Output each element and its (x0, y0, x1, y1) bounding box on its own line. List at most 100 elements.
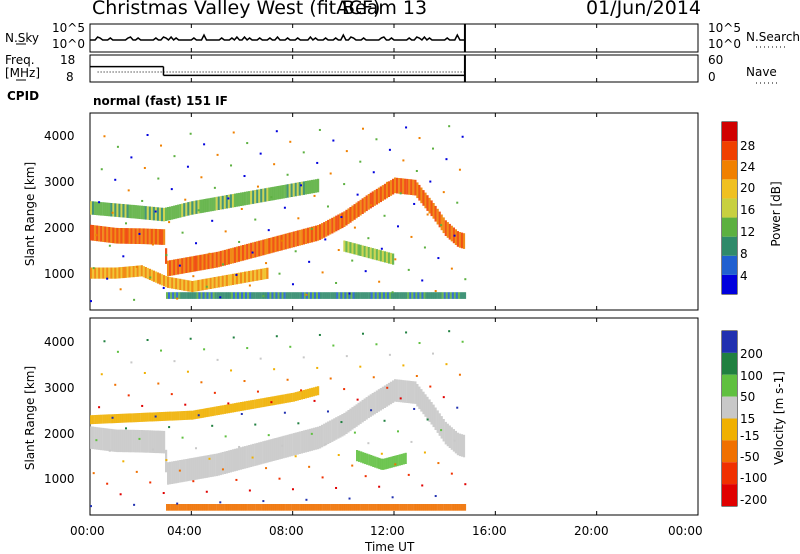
power-band-lower-24 (96, 267, 99, 279)
nsky-tick-bottom: 10^0 (52, 37, 85, 51)
power-band-main-1080 (363, 196, 366, 213)
velocity-colorbar-swatch-1 (722, 352, 737, 375)
velocity-band-ground-1148 (380, 504, 383, 511)
velocity-scatter-52 (230, 369, 233, 372)
station-title: Christmas Valley West (fitACF) (92, 0, 381, 19)
velocity-band-main-696 (266, 440, 269, 463)
velocity-scatter-38 (192, 480, 195, 483)
velocity-scatter-92 (337, 454, 340, 457)
velocity-scatter-35 (184, 403, 187, 406)
velocity-scatter-102 (364, 475, 367, 478)
velocity-band-main-1040 (353, 405, 356, 429)
velocity-band-main-528 (223, 451, 226, 474)
nsearch-label: N.Search (746, 30, 800, 44)
power-scatter-71 (281, 239, 284, 242)
velocity-band-ground-620 (247, 504, 250, 511)
power-scatter-72 (283, 206, 286, 209)
velocity-band-green-1226 (400, 453, 403, 466)
velocity-band-main-240 (150, 430, 153, 453)
power-band-upper-208 (142, 205, 145, 220)
power-band-upper-800 (292, 183, 295, 197)
power-band-lower-664 (258, 269, 261, 281)
power-band-ground-700 (267, 292, 270, 299)
velocity-band-ground-468 (208, 504, 211, 511)
velocity-band-ground-500 (216, 504, 219, 511)
power-band-main-1200 (394, 177, 397, 194)
power-scatter-52 (230, 164, 233, 167)
power-band-main-920 (323, 222, 326, 238)
velocity-band-ground-804 (293, 504, 296, 511)
power-band-mid-1000 (343, 240, 346, 252)
velocity-band-main-168 (132, 429, 135, 453)
power-band-ground-652 (255, 292, 258, 299)
velocity-band-main-496 (215, 453, 218, 477)
velocity-band-main-608 (244, 446, 247, 469)
power-band-main-128 (122, 228, 125, 244)
velocity-band-main-512 (219, 452, 222, 476)
power-band-ground-1116 (372, 292, 375, 299)
power-scatter-33 (178, 264, 181, 267)
velocity-band-ground-644 (253, 504, 256, 511)
velocity-band-ground-876 (311, 504, 315, 511)
velocity-scatter-87 (324, 443, 327, 446)
power-band-mid-1104 (369, 247, 372, 259)
power-band-ground-1100 (368, 292, 371, 299)
power-band-upper-856 (306, 180, 310, 195)
power-band-main-1088 (365, 195, 368, 212)
velocity-band-green-1186 (390, 456, 393, 468)
power-band-ground-1444 (455, 292, 458, 299)
power-band-main-800 (292, 231, 295, 248)
velocity-band-main-1120 (373, 391, 376, 415)
power-band-ground-788 (289, 292, 292, 299)
velocity-scatter-117 (405, 331, 408, 334)
power-band-main-1408 (446, 222, 449, 238)
power-band-upper-120 (120, 203, 123, 218)
power-band-main-912 (321, 223, 324, 239)
velocity-band-ground-676 (261, 504, 264, 511)
velocity-scatter-40 (197, 414, 200, 417)
power-band-upper-360 (181, 203, 184, 218)
velocity-band-upper-632 (250, 400, 253, 410)
power-band-ground-436 (200, 292, 203, 299)
velocity-band-main-1344 (430, 402, 433, 425)
velocity-band-upper-144 (126, 413, 129, 423)
velocity-band-ground-1004 (344, 504, 347, 511)
velocity-band-main-1256 (408, 380, 411, 404)
power-band-mid-1088 (365, 246, 368, 258)
power-band-main-512 (219, 250, 222, 267)
power-scatter-43 (205, 285, 208, 288)
power-band-lower-408 (193, 280, 196, 292)
power-band-ground-780 (287, 292, 290, 299)
power-band-ground-1396 (443, 292, 446, 299)
velocity-scatter-43 (205, 490, 208, 493)
velocity-band-upper-744 (278, 395, 281, 405)
power-band-mid-1168 (385, 251, 389, 263)
power-band-main-1104 (369, 192, 372, 209)
power-band-upper-336 (175, 205, 178, 219)
velocity-band-main-272 (158, 430, 162, 454)
power-band-upper-432 (199, 199, 202, 214)
velocity-scatter-20 (143, 371, 146, 374)
velocity-band-main-1408 (446, 423, 449, 447)
velocity-band-main-928 (325, 422, 328, 446)
velocity-band-main-584 (237, 447, 241, 471)
power-band-ground-732 (275, 292, 278, 299)
velocity-band-main-864 (308, 428, 312, 452)
power-band-lower-672 (260, 268, 263, 280)
velocity-scatter-62 (256, 390, 259, 393)
velocity-band-ground-1396 (443, 504, 446, 511)
power-band-ground-636 (251, 292, 254, 299)
power-band-main-1168 (385, 182, 389, 199)
velocity-band-upper-288 (163, 411, 166, 421)
velocity-band-main-1136 (377, 389, 380, 412)
power-band-upper-888 (315, 179, 318, 193)
power-band-mid-1120 (373, 248, 376, 260)
velocity-band-main-1296 (418, 386, 421, 410)
velocity-band-main-968 (335, 417, 338, 440)
velocity-band-ground-572 (234, 504, 238, 511)
power-band-upper-544 (227, 194, 230, 209)
power-scatter-118 (407, 268, 410, 271)
power-band-upper-760 (282, 185, 285, 199)
power-band-ground-1348 (431, 292, 434, 299)
power-band-ground-836 (301, 292, 304, 299)
